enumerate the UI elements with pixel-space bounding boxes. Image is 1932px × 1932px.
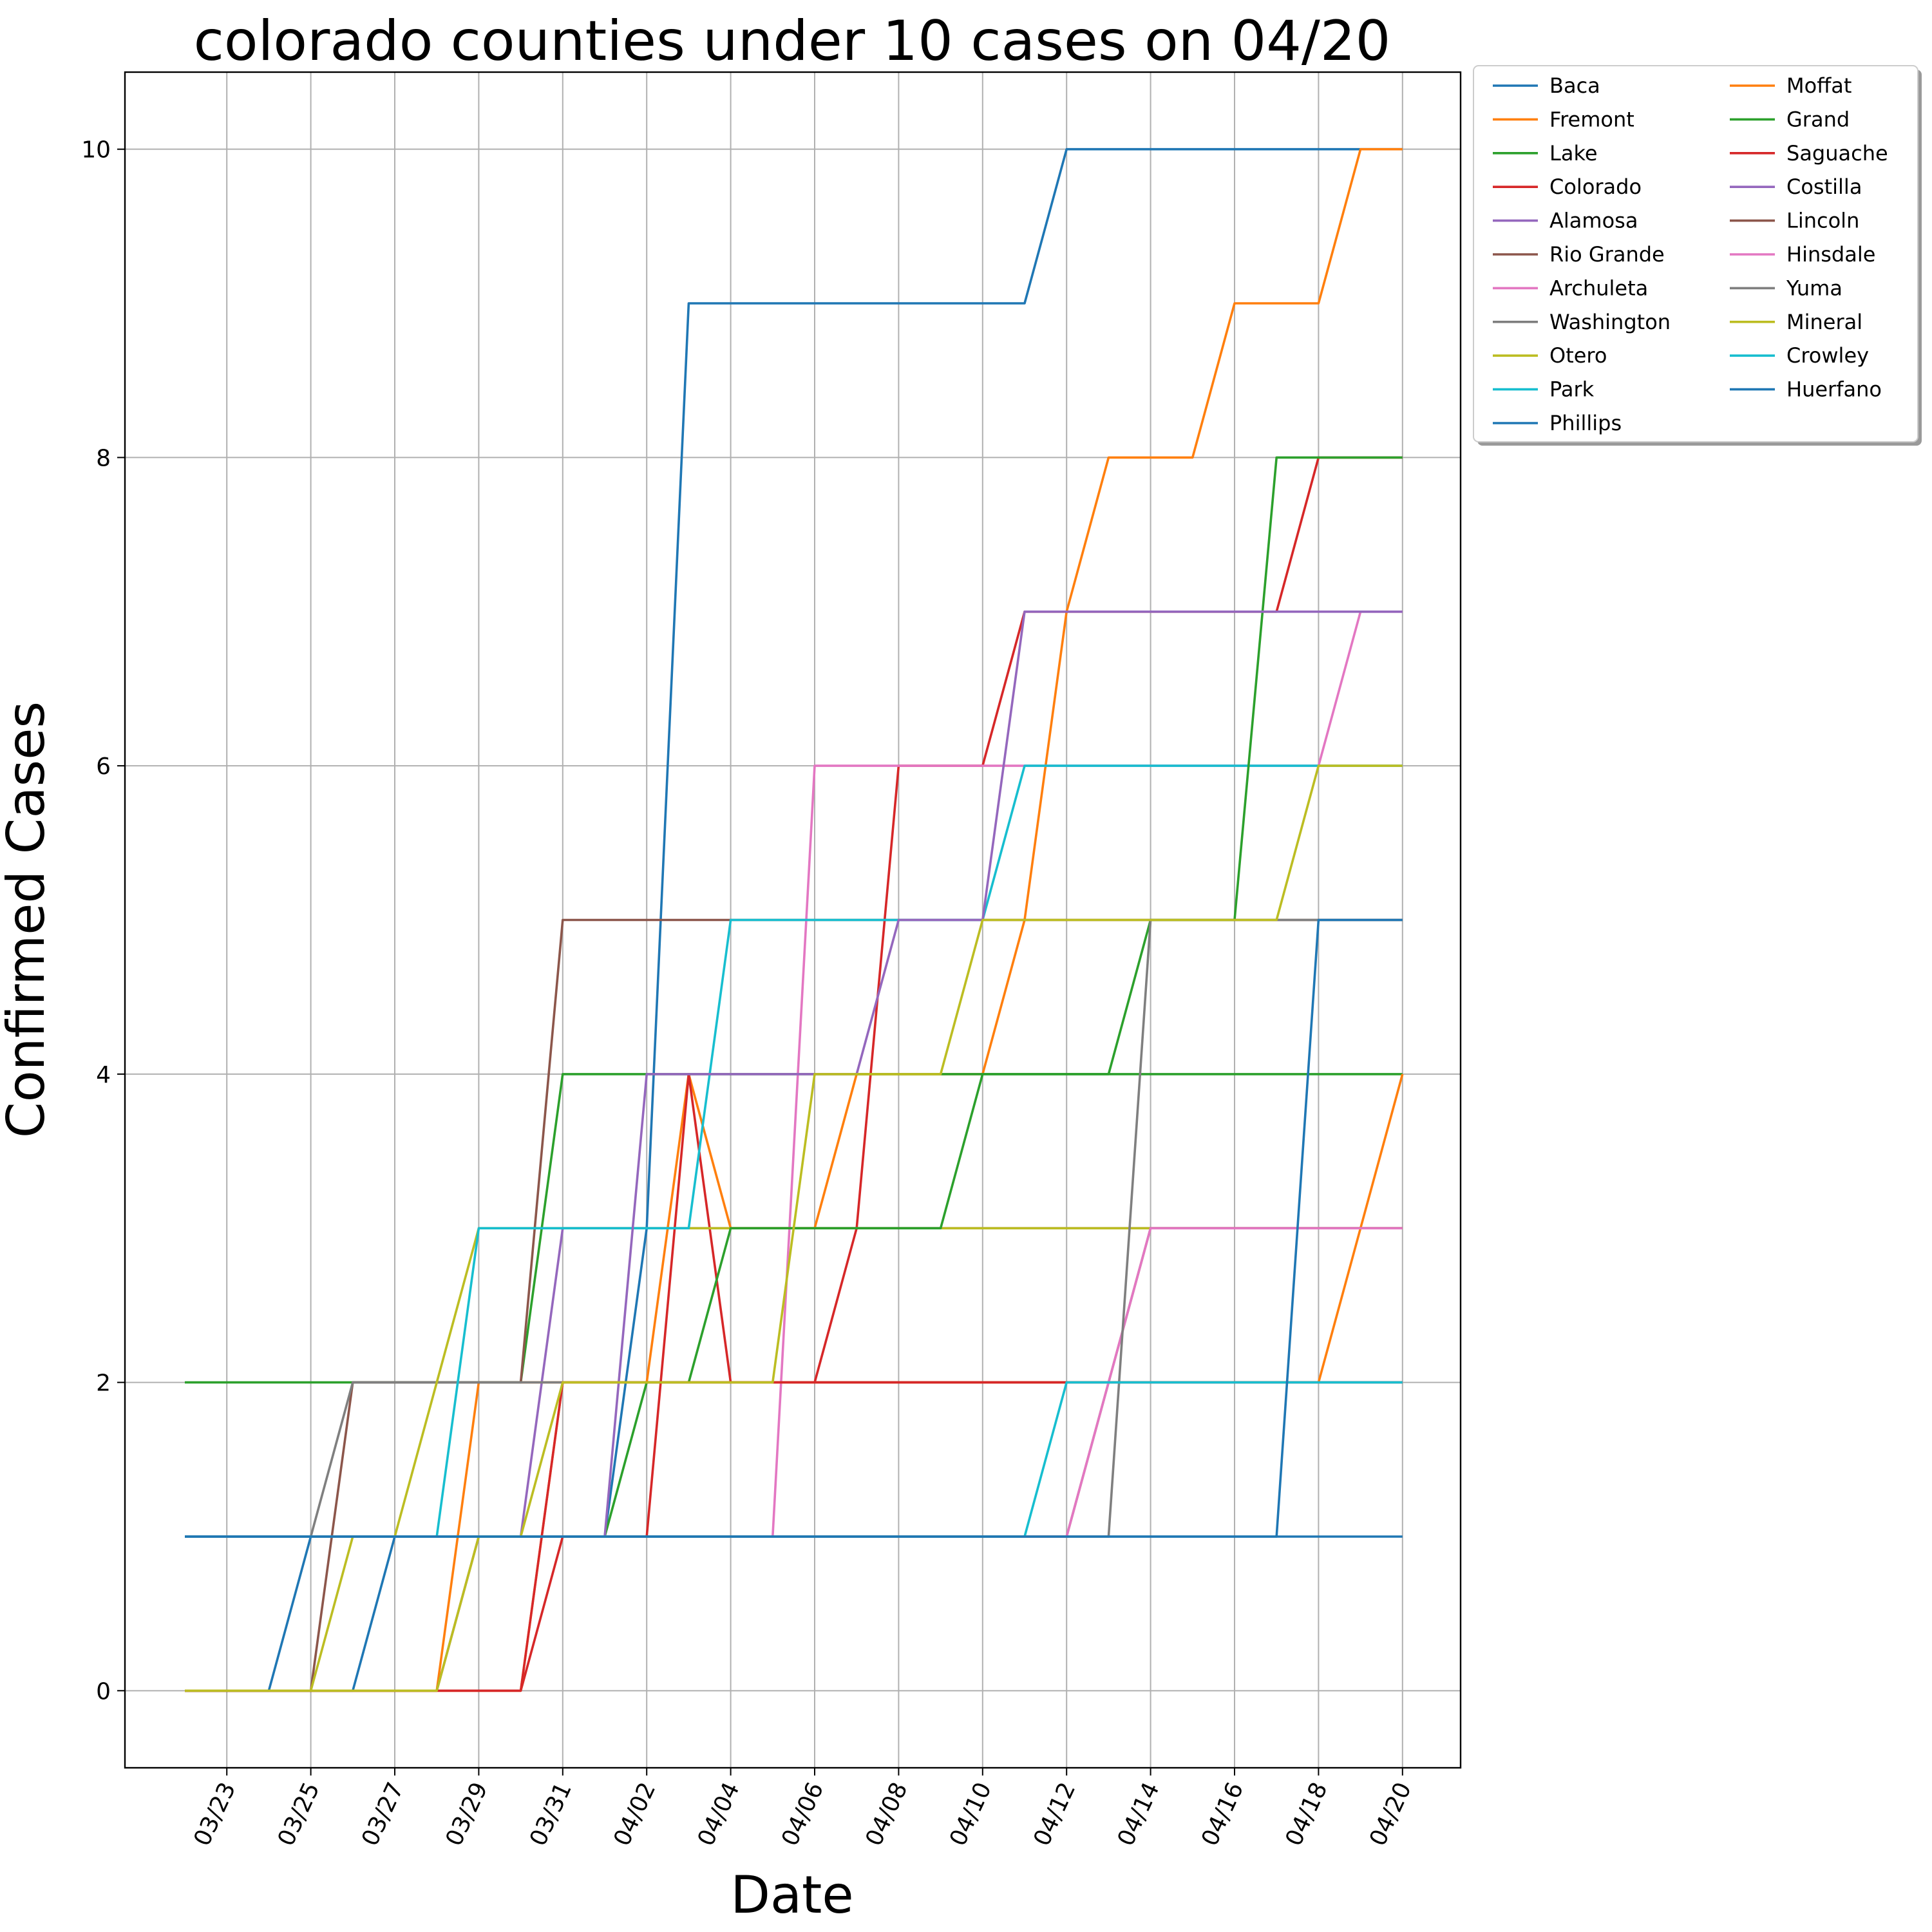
legend-item: Moffat bbox=[1730, 73, 1852, 98]
series-layer bbox=[185, 147, 1404, 1692]
legend-label: Crowley bbox=[1786, 343, 1869, 368]
legend-item: Huerfano bbox=[1730, 377, 1882, 402]
legend-item: Hinsdale bbox=[1730, 242, 1875, 267]
legend-item: Colorado bbox=[1493, 175, 1642, 199]
y-tick-label: 2 bbox=[96, 1370, 111, 1397]
legend-label: Lake bbox=[1549, 141, 1598, 166]
legend-item: Lincoln bbox=[1730, 209, 1859, 233]
legend-label: Washington bbox=[1549, 310, 1671, 334]
legend-item: Baca bbox=[1493, 73, 1600, 98]
y-axis-label: Confirmed Cases bbox=[0, 701, 56, 1138]
legend-label: Otero bbox=[1549, 343, 1607, 368]
legend-label: Fremont bbox=[1549, 107, 1634, 131]
legend-label: Colorado bbox=[1549, 175, 1642, 199]
legend-label: Yuma bbox=[1786, 276, 1842, 300]
legend-label: Phillips bbox=[1549, 411, 1622, 435]
y-tick-label: 6 bbox=[96, 753, 111, 780]
chart-title: colorado counties under 10 cases on 04/2… bbox=[194, 9, 1391, 73]
series-line-mineral bbox=[185, 764, 1403, 1692]
legend-item: Crowley bbox=[1730, 343, 1869, 368]
legend-item: Washington bbox=[1493, 310, 1671, 334]
plot-frame bbox=[124, 71, 1462, 1769]
legend-label: Rio Grande bbox=[1549, 242, 1665, 267]
legend-item: Grand bbox=[1730, 107, 1850, 131]
legend-label: Mineral bbox=[1786, 310, 1862, 334]
legend-label: Grand bbox=[1786, 107, 1850, 131]
legend-item: Fremont bbox=[1493, 107, 1634, 131]
legend-box bbox=[1473, 65, 1918, 442]
legend-item: Yuma bbox=[1730, 276, 1842, 300]
legend-label: Saguache bbox=[1786, 141, 1888, 166]
series-line-huerfano bbox=[185, 918, 1403, 1538]
legend-item: Lake bbox=[1493, 141, 1598, 166]
legend-item: Rio Grande bbox=[1493, 242, 1665, 267]
legend-item: Archuleta bbox=[1493, 276, 1648, 300]
y-tick-label: 8 bbox=[96, 445, 111, 471]
y-tick-label: 0 bbox=[96, 1678, 111, 1705]
legend: Baca Fremont Lake Colorado Alamosa Rio Grande… bbox=[1473, 65, 1922, 446]
legend-label: Costilla bbox=[1786, 175, 1862, 199]
legend-label: Archuleta bbox=[1549, 276, 1648, 300]
legend-item: Alamosa bbox=[1493, 209, 1638, 233]
legend-item: Mineral bbox=[1730, 310, 1862, 334]
legend-label: Hinsdale bbox=[1786, 242, 1875, 267]
y-axis-ticks: 0 2 4 6 8 10 bbox=[81, 137, 125, 1705]
legend-label: Park bbox=[1549, 377, 1595, 402]
legend-item: Phillips bbox=[1493, 411, 1622, 435]
y-tick-label: 4 bbox=[96, 1062, 111, 1088]
legend-item: Otero bbox=[1493, 343, 1607, 368]
x-axis-label: Date bbox=[730, 1865, 853, 1925]
legend-label: Huerfano bbox=[1786, 377, 1882, 402]
y-tick-label: 10 bbox=[81, 137, 111, 164]
legend-label: Moffat bbox=[1786, 73, 1852, 98]
legend-label: Alamosa bbox=[1549, 209, 1638, 233]
legend-label: Baca bbox=[1549, 73, 1600, 98]
legend-item: Park bbox=[1493, 377, 1595, 402]
legend-item: Saguache bbox=[1730, 141, 1888, 166]
legend-item: Costilla bbox=[1730, 175, 1862, 199]
legend-label: Lincoln bbox=[1786, 209, 1859, 233]
